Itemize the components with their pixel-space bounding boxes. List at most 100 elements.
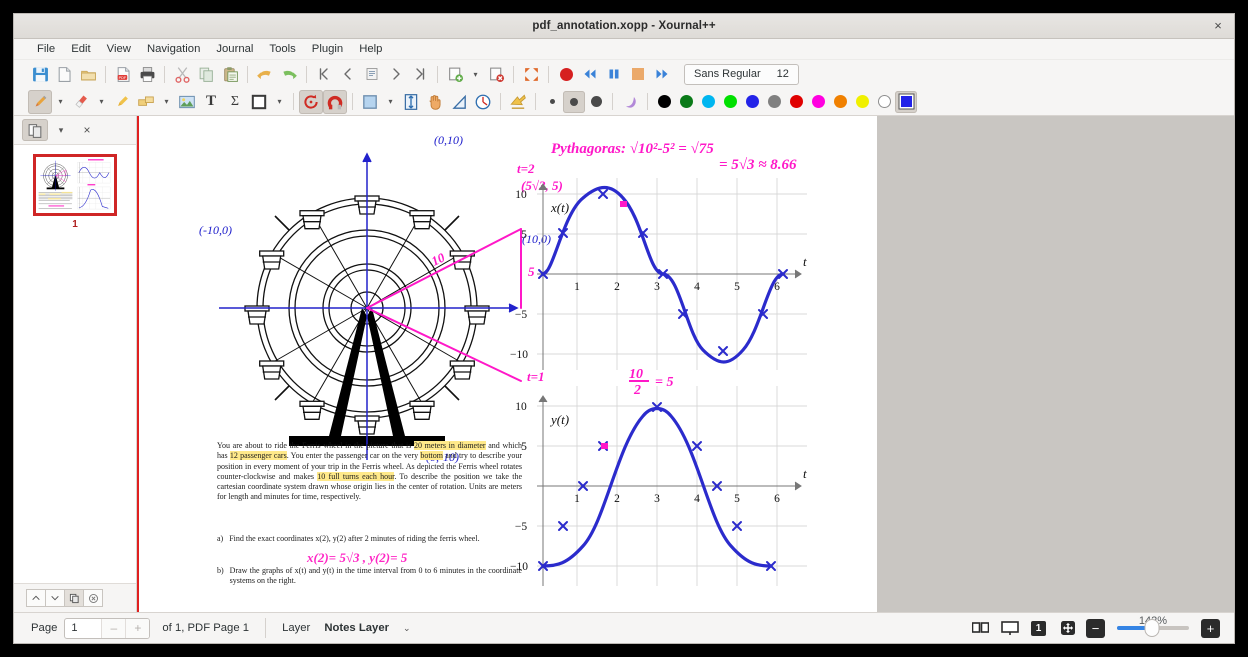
- forward-icon[interactable]: [650, 62, 674, 86]
- font-selector-button[interactable]: Sans Regular 12: [684, 63, 799, 85]
- delete-page-icon[interactable]: [484, 62, 508, 86]
- pairs-view-button[interactable]: [970, 619, 991, 638]
- pages-view-icon[interactable]: [22, 119, 48, 141]
- sidebar-move-down-button[interactable]: [45, 589, 65, 607]
- grid-snap-icon[interactable]: [323, 89, 347, 114]
- eraser-highlight-icon[interactable]: [618, 90, 642, 114]
- color-green[interactable]: [719, 91, 741, 113]
- new-file-icon[interactable]: [52, 62, 76, 86]
- thickness-fine-icon[interactable]: [541, 91, 563, 113]
- next-page-icon[interactable]: [384, 62, 408, 86]
- latex-tool-icon[interactable]: Σ: [230, 93, 240, 109]
- cut-icon[interactable]: [170, 62, 194, 86]
- insert-page-icon[interactable]: [443, 62, 467, 86]
- page-number-stepper[interactable]: – +: [64, 617, 151, 639]
- pdf-page[interactable]: (0,10) (-10,0) (10,0) (0,-10) 10: [139, 116, 877, 612]
- menu-journal[interactable]: Journal: [216, 43, 254, 55]
- menu-tools[interactable]: Tools: [269, 43, 296, 55]
- presentation-mode-button[interactable]: [999, 619, 1020, 638]
- menu-navigation[interactable]: Navigation: [146, 43, 201, 55]
- save-icon[interactable]: [28, 62, 52, 86]
- goto-page-icon[interactable]: [360, 62, 384, 86]
- thickness-thick-icon[interactable]: [585, 91, 607, 113]
- sidebar-close-button[interactable]: ×: [83, 123, 91, 137]
- select-pdf-text-icon[interactable]: [506, 90, 530, 114]
- single-page-button[interactable]: 1: [1028, 619, 1049, 638]
- print-icon[interactable]: [135, 62, 159, 86]
- redo-icon[interactable]: [277, 62, 301, 86]
- sidebar-copy-button[interactable]: [64, 589, 84, 607]
- first-page-icon[interactable]: [312, 62, 336, 86]
- insert-page-dropdown-icon[interactable]: ▾: [467, 62, 484, 86]
- chevron-down-icon: ▾: [164, 97, 169, 106]
- open-folder-icon[interactable]: [76, 62, 100, 86]
- default-tool-icon[interactable]: [358, 90, 382, 114]
- shape-dropdown-icon[interactable]: ▾: [271, 90, 288, 114]
- image-tool-icon[interactable]: [175, 90, 199, 114]
- export-pdf-icon[interactable]: PDF: [111, 62, 135, 86]
- select-dropdown-icon[interactable]: ▾: [158, 90, 175, 114]
- window-close-button[interactable]: ×: [1214, 18, 1222, 33]
- setsquare-icon[interactable]: [447, 90, 471, 114]
- thickness-medium-icon[interactable]: [563, 90, 585, 113]
- sidebar-dropdown-icon[interactable]: ▾: [58, 124, 64, 135]
- copy-icon[interactable]: [194, 62, 218, 86]
- color-blue[interactable]: [741, 91, 763, 113]
- color-yellow[interactable]: [851, 91, 873, 113]
- zoom-out-button[interactable]: −: [1086, 618, 1105, 638]
- svg-text:4: 4: [694, 281, 700, 293]
- rewind-icon[interactable]: [578, 62, 602, 86]
- hand-tool-icon[interactable]: [423, 90, 447, 114]
- default-tool-dropdown-icon[interactable]: ▾: [382, 90, 399, 114]
- page-thumbnail-list[interactable]: 1: [14, 144, 136, 584]
- color-picker-current[interactable]: [895, 90, 917, 113]
- zoom-slider[interactable]: [1117, 619, 1189, 637]
- color-gray[interactable]: [763, 91, 785, 113]
- rotate-snap-icon[interactable]: [299, 89, 323, 114]
- vertical-space-icon[interactable]: [399, 90, 423, 114]
- menu-help[interactable]: Help: [359, 43, 383, 55]
- compass-icon[interactable]: [471, 90, 495, 114]
- page-thumbnail-1[interactable]: [33, 154, 117, 216]
- page-increment-button[interactable]: +: [125, 618, 150, 638]
- color-white[interactable]: [873, 91, 895, 113]
- undo-icon[interactable]: [253, 62, 277, 86]
- record-icon[interactable]: [554, 62, 578, 86]
- sidebar-delete-button[interactable]: [83, 589, 103, 607]
- menu-edit[interactable]: Edit: [71, 43, 91, 55]
- color-green-dark[interactable]: [675, 91, 697, 113]
- menu-view[interactable]: View: [106, 43, 131, 55]
- stop-icon[interactable]: [626, 62, 650, 86]
- document-canvas[interactable]: (0,10) (-10,0) (10,0) (0,-10) 10: [137, 116, 1234, 612]
- shape-tool-icon[interactable]: [247, 90, 271, 114]
- highlighter-tool-icon[interactable]: [110, 90, 134, 114]
- pause-icon[interactable]: [602, 62, 626, 86]
- color-magenta[interactable]: [807, 91, 829, 113]
- pen-dropdown-icon[interactable]: ▾: [52, 90, 69, 114]
- menu-plugin[interactable]: Plugin: [311, 43, 344, 55]
- page-number-input[interactable]: [65, 618, 102, 638]
- fullscreen-icon[interactable]: [519, 62, 543, 86]
- select-rect-multi-icon[interactable]: [134, 90, 158, 114]
- sidebar-move-up-button[interactable]: [26, 589, 46, 607]
- zoom-in-button[interactable]: +: [1201, 618, 1220, 638]
- font-size-label: 12: [776, 68, 789, 80]
- fit-page-button[interactable]: [1057, 619, 1078, 638]
- zoom-slider-knob[interactable]: [1144, 619, 1160, 637]
- previous-page-icon[interactable]: [336, 62, 360, 86]
- eraser-dropdown-icon[interactable]: ▾: [93, 90, 110, 114]
- menu-file[interactable]: File: [37, 43, 56, 55]
- color-red[interactable]: [785, 91, 807, 113]
- color-orange[interactable]: [829, 91, 851, 113]
- para-highlight-1: 20 meters in diameter: [414, 441, 486, 450]
- pen-tool-icon[interactable]: [28, 89, 52, 114]
- color-cyan[interactable]: [697, 91, 719, 113]
- color-black[interactable]: [653, 91, 675, 113]
- paste-icon[interactable]: [218, 62, 242, 86]
- annot-half-denominator: 2: [633, 383, 641, 398]
- page-decrement-button[interactable]: –: [101, 618, 126, 638]
- layer-dropdown-icon[interactable]: ⌄: [403, 622, 411, 633]
- last-page-icon[interactable]: [408, 62, 432, 86]
- eraser-tool-icon[interactable]: [69, 90, 93, 114]
- text-tool-icon[interactable]: T: [205, 93, 216, 109]
